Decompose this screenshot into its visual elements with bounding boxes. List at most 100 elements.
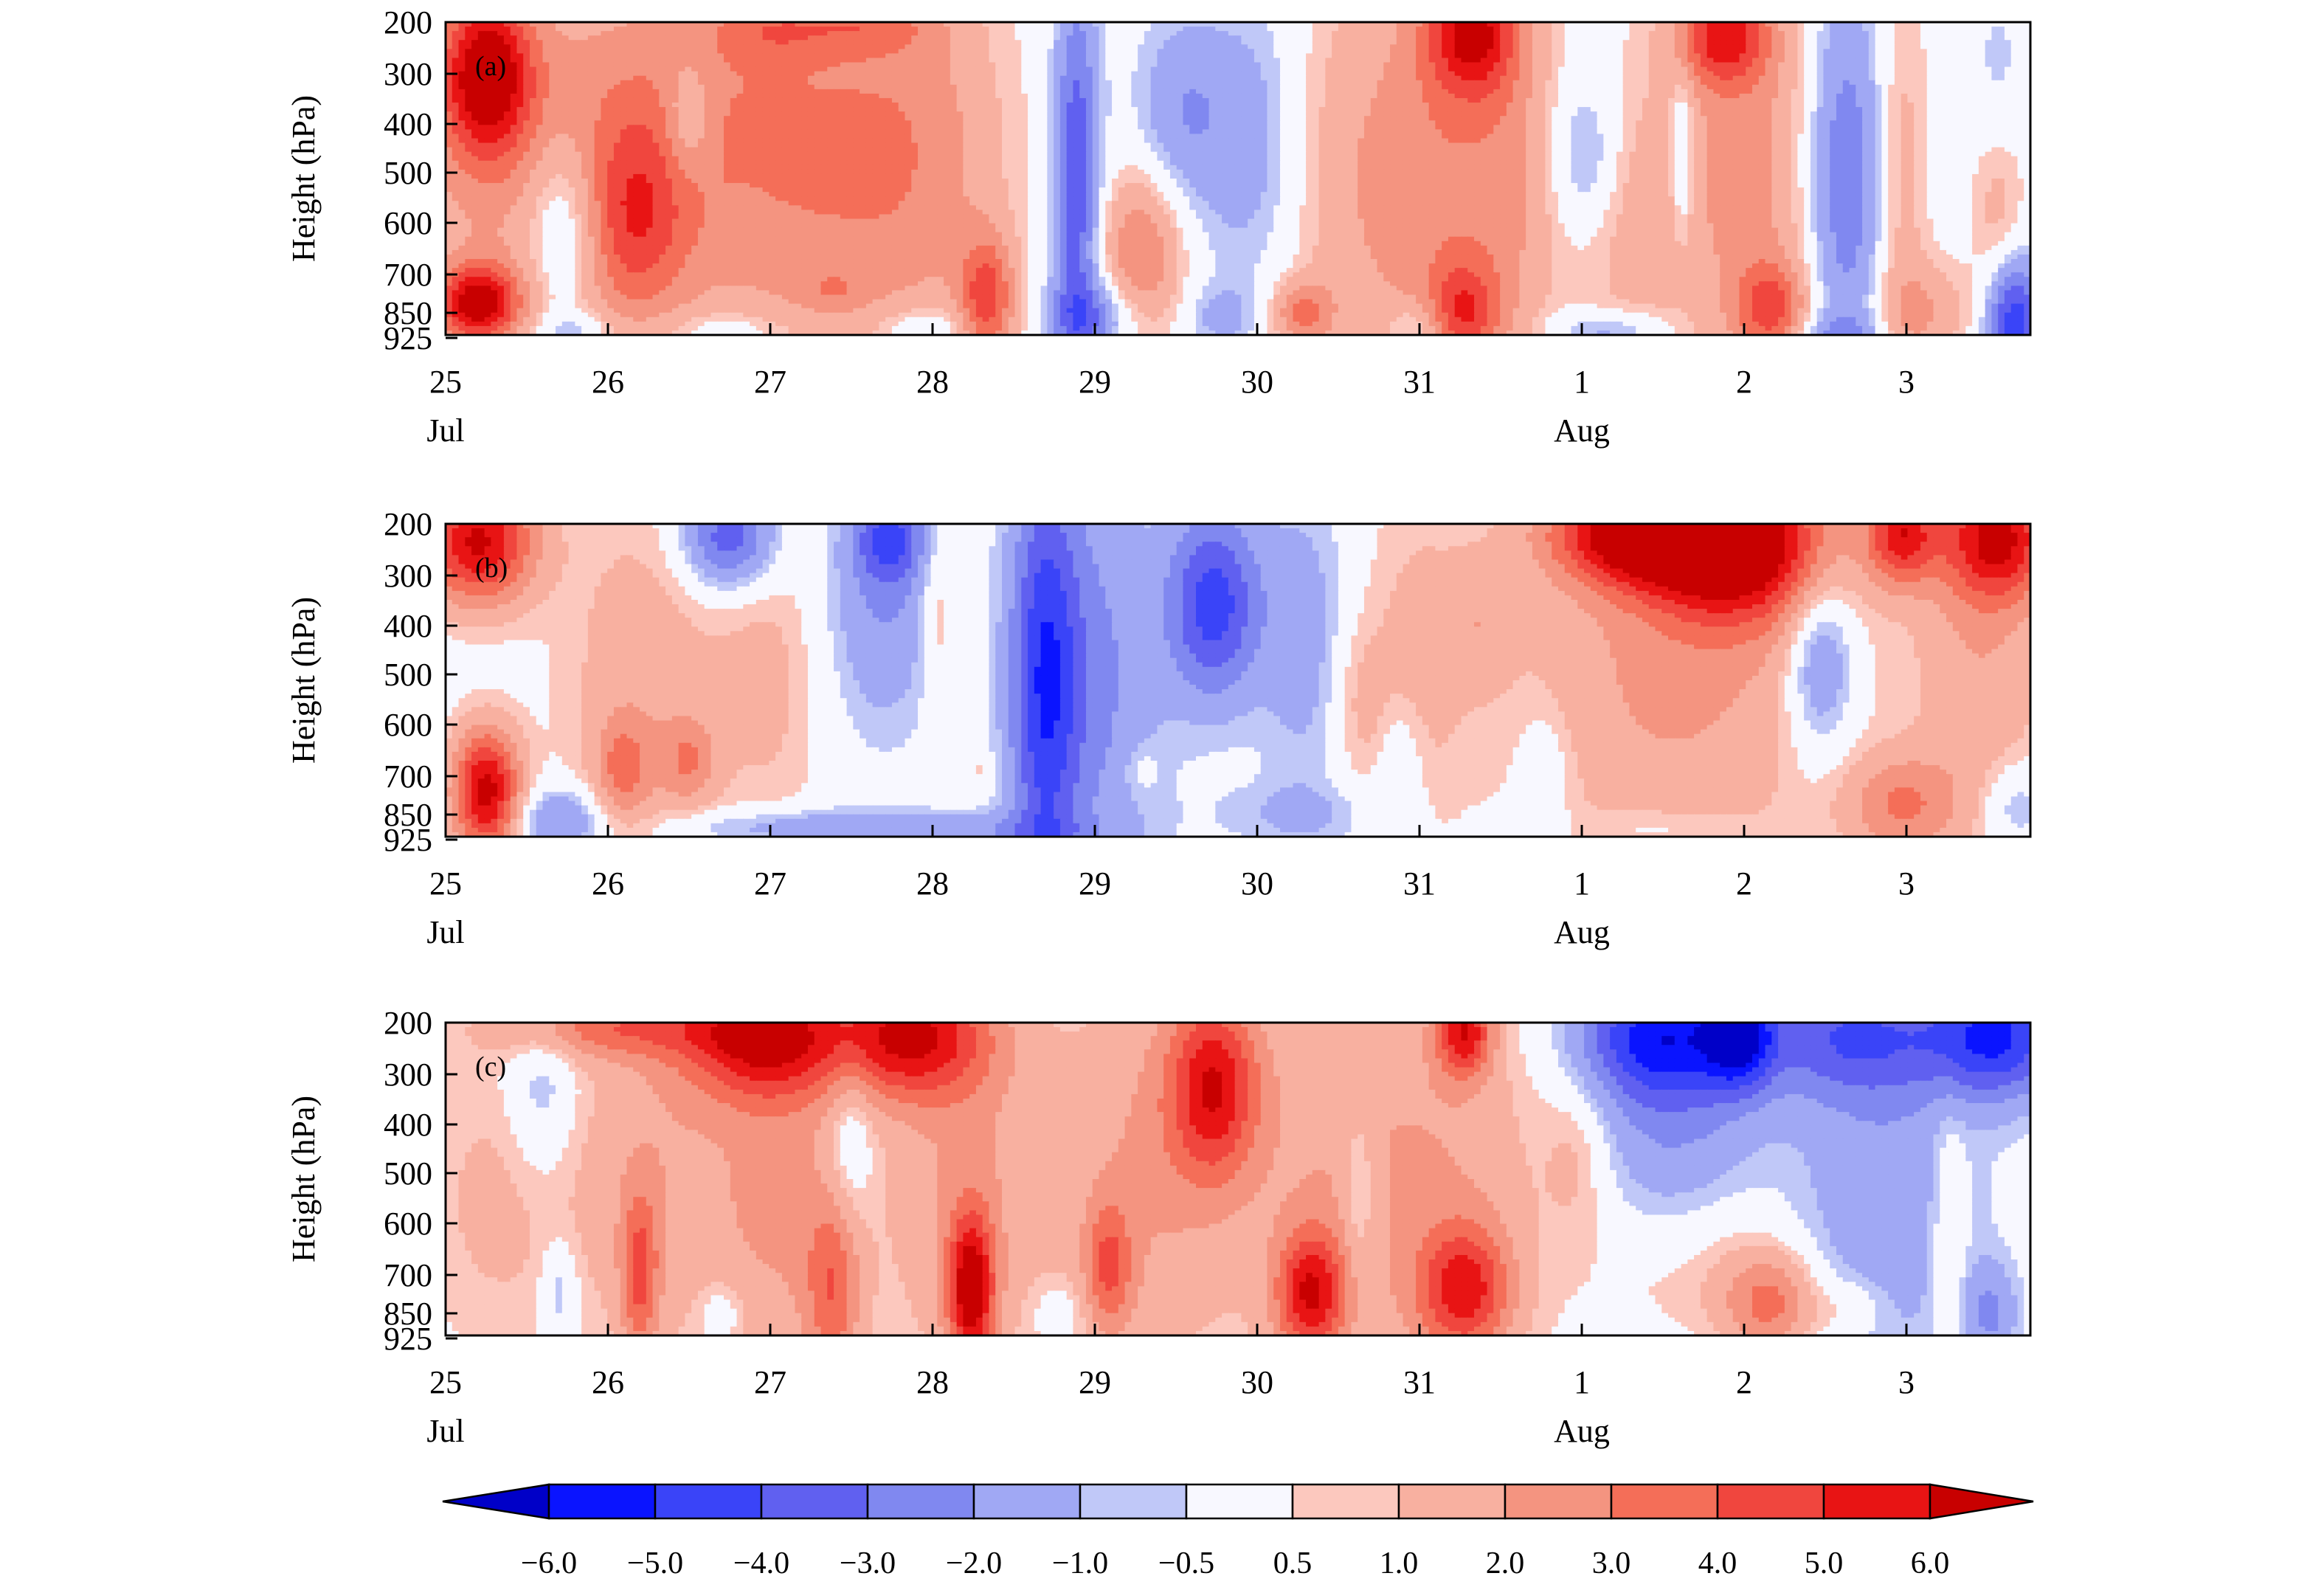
field-cell xyxy=(1894,103,1902,108)
field-cell xyxy=(1028,75,1035,81)
field-cell xyxy=(1552,49,1559,55)
field-cell xyxy=(1810,84,1818,90)
field-cell xyxy=(446,66,453,72)
field-cell xyxy=(1849,40,1857,46)
field-cell xyxy=(652,80,660,86)
field-cell xyxy=(1991,89,1999,94)
field-cell xyxy=(607,49,615,55)
field-cell xyxy=(477,58,485,63)
field-cell xyxy=(1189,49,1197,55)
field-cell xyxy=(1901,80,1909,86)
field-cell xyxy=(510,89,518,94)
field-cell xyxy=(465,71,472,77)
field-cell xyxy=(1804,103,1811,108)
field-cell xyxy=(1590,22,1598,27)
field-cell xyxy=(1526,44,1533,50)
field-cell xyxy=(1830,44,1837,50)
field-cell xyxy=(1306,44,1313,50)
field-cell xyxy=(1001,89,1009,94)
field-cell xyxy=(853,93,860,99)
field-cell xyxy=(898,97,906,103)
field-cell xyxy=(1253,107,1262,112)
field-cell xyxy=(1687,27,1695,32)
field-cell xyxy=(710,84,719,90)
field-cell xyxy=(561,31,570,36)
field-cell xyxy=(1312,75,1320,81)
field-cell xyxy=(1234,62,1242,68)
field-cell xyxy=(982,27,990,32)
field-cell xyxy=(529,44,537,50)
field-cell xyxy=(775,35,783,41)
field-cell xyxy=(1868,40,1876,46)
field-cell xyxy=(1279,62,1287,68)
field-cell xyxy=(1862,93,1870,99)
field-cell xyxy=(1512,58,1521,63)
field-cell xyxy=(840,53,848,59)
field-cell xyxy=(1169,66,1177,72)
field-cell xyxy=(924,49,932,55)
field-cell xyxy=(918,75,925,81)
field-cell xyxy=(1169,93,1177,99)
field-cell xyxy=(1215,107,1222,112)
field-cell xyxy=(1538,103,1546,108)
field-cell xyxy=(1791,22,1799,27)
field-cell xyxy=(1726,40,1734,46)
field-cell xyxy=(944,84,951,90)
field-cell xyxy=(1804,31,1811,36)
field-cell xyxy=(536,80,544,86)
field-cell xyxy=(1758,44,1766,50)
field-cell xyxy=(924,58,932,63)
field-cell xyxy=(549,66,556,72)
field-cell xyxy=(1552,62,1559,68)
field-cell xyxy=(1946,49,1954,55)
field-cell xyxy=(581,22,589,27)
field-cell xyxy=(652,93,660,99)
field-cell xyxy=(1124,84,1132,90)
field-cell xyxy=(1189,93,1197,99)
field-cell xyxy=(1363,31,1372,36)
field-cell xyxy=(691,49,699,55)
field-cell xyxy=(659,93,666,99)
field-cell xyxy=(1138,107,1145,112)
field-cell xyxy=(523,93,530,99)
field-cell xyxy=(801,71,809,77)
field-cell xyxy=(477,31,485,36)
field-cell xyxy=(556,58,563,63)
field-cell xyxy=(1040,107,1048,112)
field-cell xyxy=(724,84,731,90)
field-cell xyxy=(1791,89,1799,94)
field-cell xyxy=(1926,107,1934,112)
field-cell xyxy=(1021,71,1028,77)
field-cell xyxy=(1332,22,1339,27)
field-cell xyxy=(1332,89,1339,94)
field-cell xyxy=(1571,53,1579,59)
field-cell xyxy=(1732,103,1740,108)
field-cell xyxy=(477,93,485,99)
field-cell xyxy=(529,103,537,108)
field-cell xyxy=(1603,103,1611,108)
field-cell xyxy=(1868,71,1876,77)
field-cell xyxy=(1267,62,1275,68)
field-cell xyxy=(795,31,803,36)
field-cell xyxy=(556,27,563,32)
field-cell xyxy=(477,111,485,117)
field-cell xyxy=(1674,49,1682,55)
field-cell xyxy=(1144,103,1152,108)
field-cell xyxy=(1972,84,1979,90)
field-cell xyxy=(1196,103,1203,108)
field-cell xyxy=(691,93,699,99)
field-cell xyxy=(1351,27,1358,32)
field-cell xyxy=(1758,80,1766,86)
field-cell xyxy=(846,107,854,112)
field-cell xyxy=(1105,107,1113,112)
field-cell xyxy=(1480,31,1488,36)
field-cell xyxy=(1765,27,1773,32)
field-cell xyxy=(1532,40,1540,46)
field-cell xyxy=(1952,75,1960,81)
field-cell xyxy=(755,35,764,41)
field-cell xyxy=(549,97,556,103)
field-cell xyxy=(1079,80,1087,86)
field-cell xyxy=(755,53,764,59)
field-cell xyxy=(1732,71,1740,77)
field-cell xyxy=(950,84,958,90)
